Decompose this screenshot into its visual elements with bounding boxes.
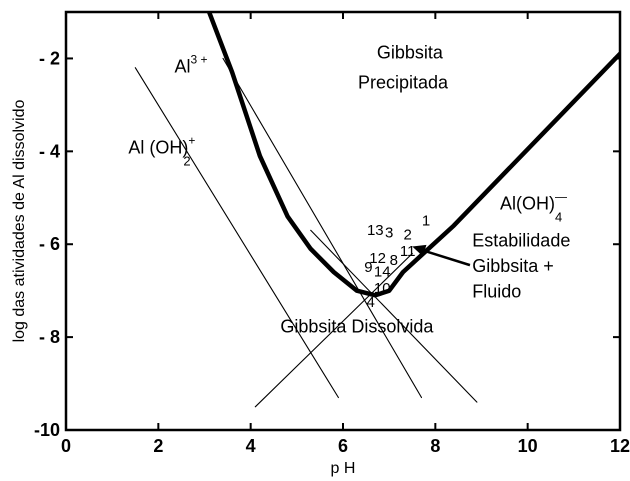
annotation-main-text: Precipitada (358, 73, 449, 93)
x-tick-label: 12 (610, 436, 630, 456)
annotation-text: Gibbsita + (472, 256, 554, 276)
series-line-3 (254, 252, 413, 408)
x-tick-label: 10 (518, 436, 538, 456)
series-line-1 (222, 57, 423, 399)
series-line-0 (206, 12, 620, 298)
sample-point-label: 13 (367, 222, 384, 239)
arrow-head (412, 244, 427, 257)
annotation-text: Al(OH)— (500, 189, 567, 213)
x-tick-label: 2 (153, 436, 163, 456)
annotation-stab-1: Estabilidade (472, 231, 570, 251)
annotation-aloh: Al (OH)+2 (128, 134, 195, 169)
annotation-text: Al (OH)+ (128, 134, 195, 158)
annotation-superscript: + (188, 134, 195, 148)
y-axis-title: log das atividades de Al dissolvido (11, 99, 28, 342)
annotation-subscript: 4 (555, 209, 562, 224)
annotation-text: Gibbsita (377, 42, 444, 62)
y-tick-label: - 8 (39, 327, 60, 347)
sample-point-label: 1 (422, 213, 430, 230)
annotation-text: Al3 + (174, 52, 207, 76)
annotation-text: Estabilidade (472, 231, 570, 251)
x-axis-title: p H (331, 460, 356, 477)
sample-point-label: 10 (374, 280, 391, 297)
x-tick-label: 0 (61, 436, 71, 456)
annotation-subscript: 2 (183, 154, 190, 169)
y-tick-label: -10 (34, 420, 60, 440)
annotation-superscript: 3 + (191, 52, 208, 66)
annotation-main-text: Al (174, 56, 190, 76)
annotation-stab-2: Gibbsita + (472, 256, 554, 276)
sample-point-label: 9 (364, 259, 372, 276)
annotations: Al3 +Al (OH)+2Al(OH)—4GibbsitaPrecipitad… (128, 42, 570, 336)
annotation-text: Precipitada (358, 73, 449, 93)
y-tick-label: - 6 (39, 234, 60, 254)
sample-point-label: 11 (400, 243, 416, 260)
series-line-2 (134, 67, 339, 399)
y-tick-label: - 2 (39, 48, 60, 68)
x-tick-label: 8 (430, 436, 440, 456)
x-tick-label: 6 (338, 436, 348, 456)
sample-point-label: 12 (369, 250, 386, 267)
annotation-aloh4: Al(OH)—4 (500, 189, 567, 224)
sample-point-label: 8 (390, 252, 398, 269)
plot-frame (64, 10, 622, 432)
annotation-main-text: Al (OH) (128, 138, 188, 158)
y-tick-label: - 4 (39, 141, 60, 161)
annotation-main-text: Al(OH) (500, 193, 555, 213)
annotation-al3: Al3 + (174, 52, 207, 76)
annotation-precip-2: Precipitada (358, 73, 449, 93)
annotation-precip-1: Gibbsita (377, 42, 444, 62)
annotation-text: Gibbsita Dissolvida (280, 316, 434, 336)
sample-point-label: 2 (403, 227, 411, 244)
annotation-main-text: Gibbsita + (472, 256, 554, 276)
annotation-main-text: Fluido (472, 282, 521, 302)
annotation-main-text: Gibbsita Dissolvida (280, 316, 434, 336)
series-layer (134, 12, 620, 408)
annotation-text: Fluido (472, 282, 521, 302)
annotation-dissolv: Gibbsita Dissolvida (280, 316, 434, 336)
ticks: 0 2 4 6 8 10 12- 2- 4- 6- 8-10 (34, 12, 630, 456)
sample-point-label: 4 (367, 294, 375, 311)
x-tick-label: 4 (246, 436, 256, 456)
arrow-shaft (419, 248, 471, 267)
annotation-stab-3: Fluido (472, 282, 521, 302)
plot-border (64, 10, 622, 432)
annotation-main-text: Gibbsita (377, 42, 444, 62)
annotation-main-text: Estabilidade (472, 231, 570, 251)
annotation-superscript: — (555, 189, 567, 203)
sample-point-label: 14 (374, 264, 391, 281)
series-line-4 (310, 229, 478, 403)
sample-point-label: 3 (385, 224, 393, 241)
